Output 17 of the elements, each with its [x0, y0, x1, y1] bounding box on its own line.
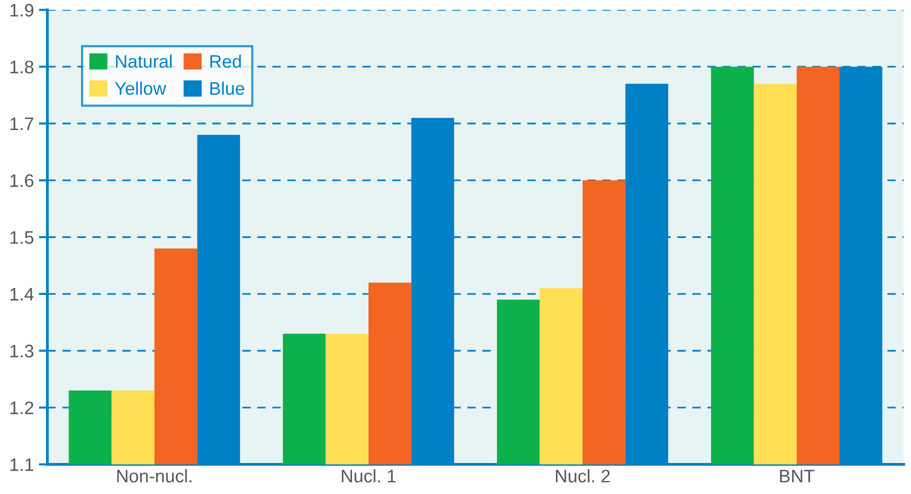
y-tick-label: 1.8: [10, 60, 34, 74]
legend-label: Yellow: [114, 82, 166, 95]
y-tick-label: 1.1: [10, 458, 34, 471]
y-tick-label: 1.5: [10, 231, 34, 244]
legend-label: Blue: [210, 82, 244, 95]
legend-label: Red: [210, 54, 241, 68]
y-tick-label: 1.6: [10, 174, 34, 188]
x-tick-label: BNT: [780, 470, 814, 482]
y-tick-label: 1.2: [10, 401, 34, 414]
x-tick-label: Nucl. 1: [342, 469, 396, 482]
y-tick-label: 1.4: [10, 288, 34, 300]
y-tick-label: 1.3: [10, 344, 34, 358]
x-tick-label: Nucl. 2: [556, 469, 610, 482]
x-tick-label: Non-nucl.: [117, 469, 192, 482]
y-tick-label: 1.7: [10, 118, 34, 130]
y-tick-label: 1.9: [10, 4, 34, 17]
legend-label: Natural: [116, 54, 172, 68]
